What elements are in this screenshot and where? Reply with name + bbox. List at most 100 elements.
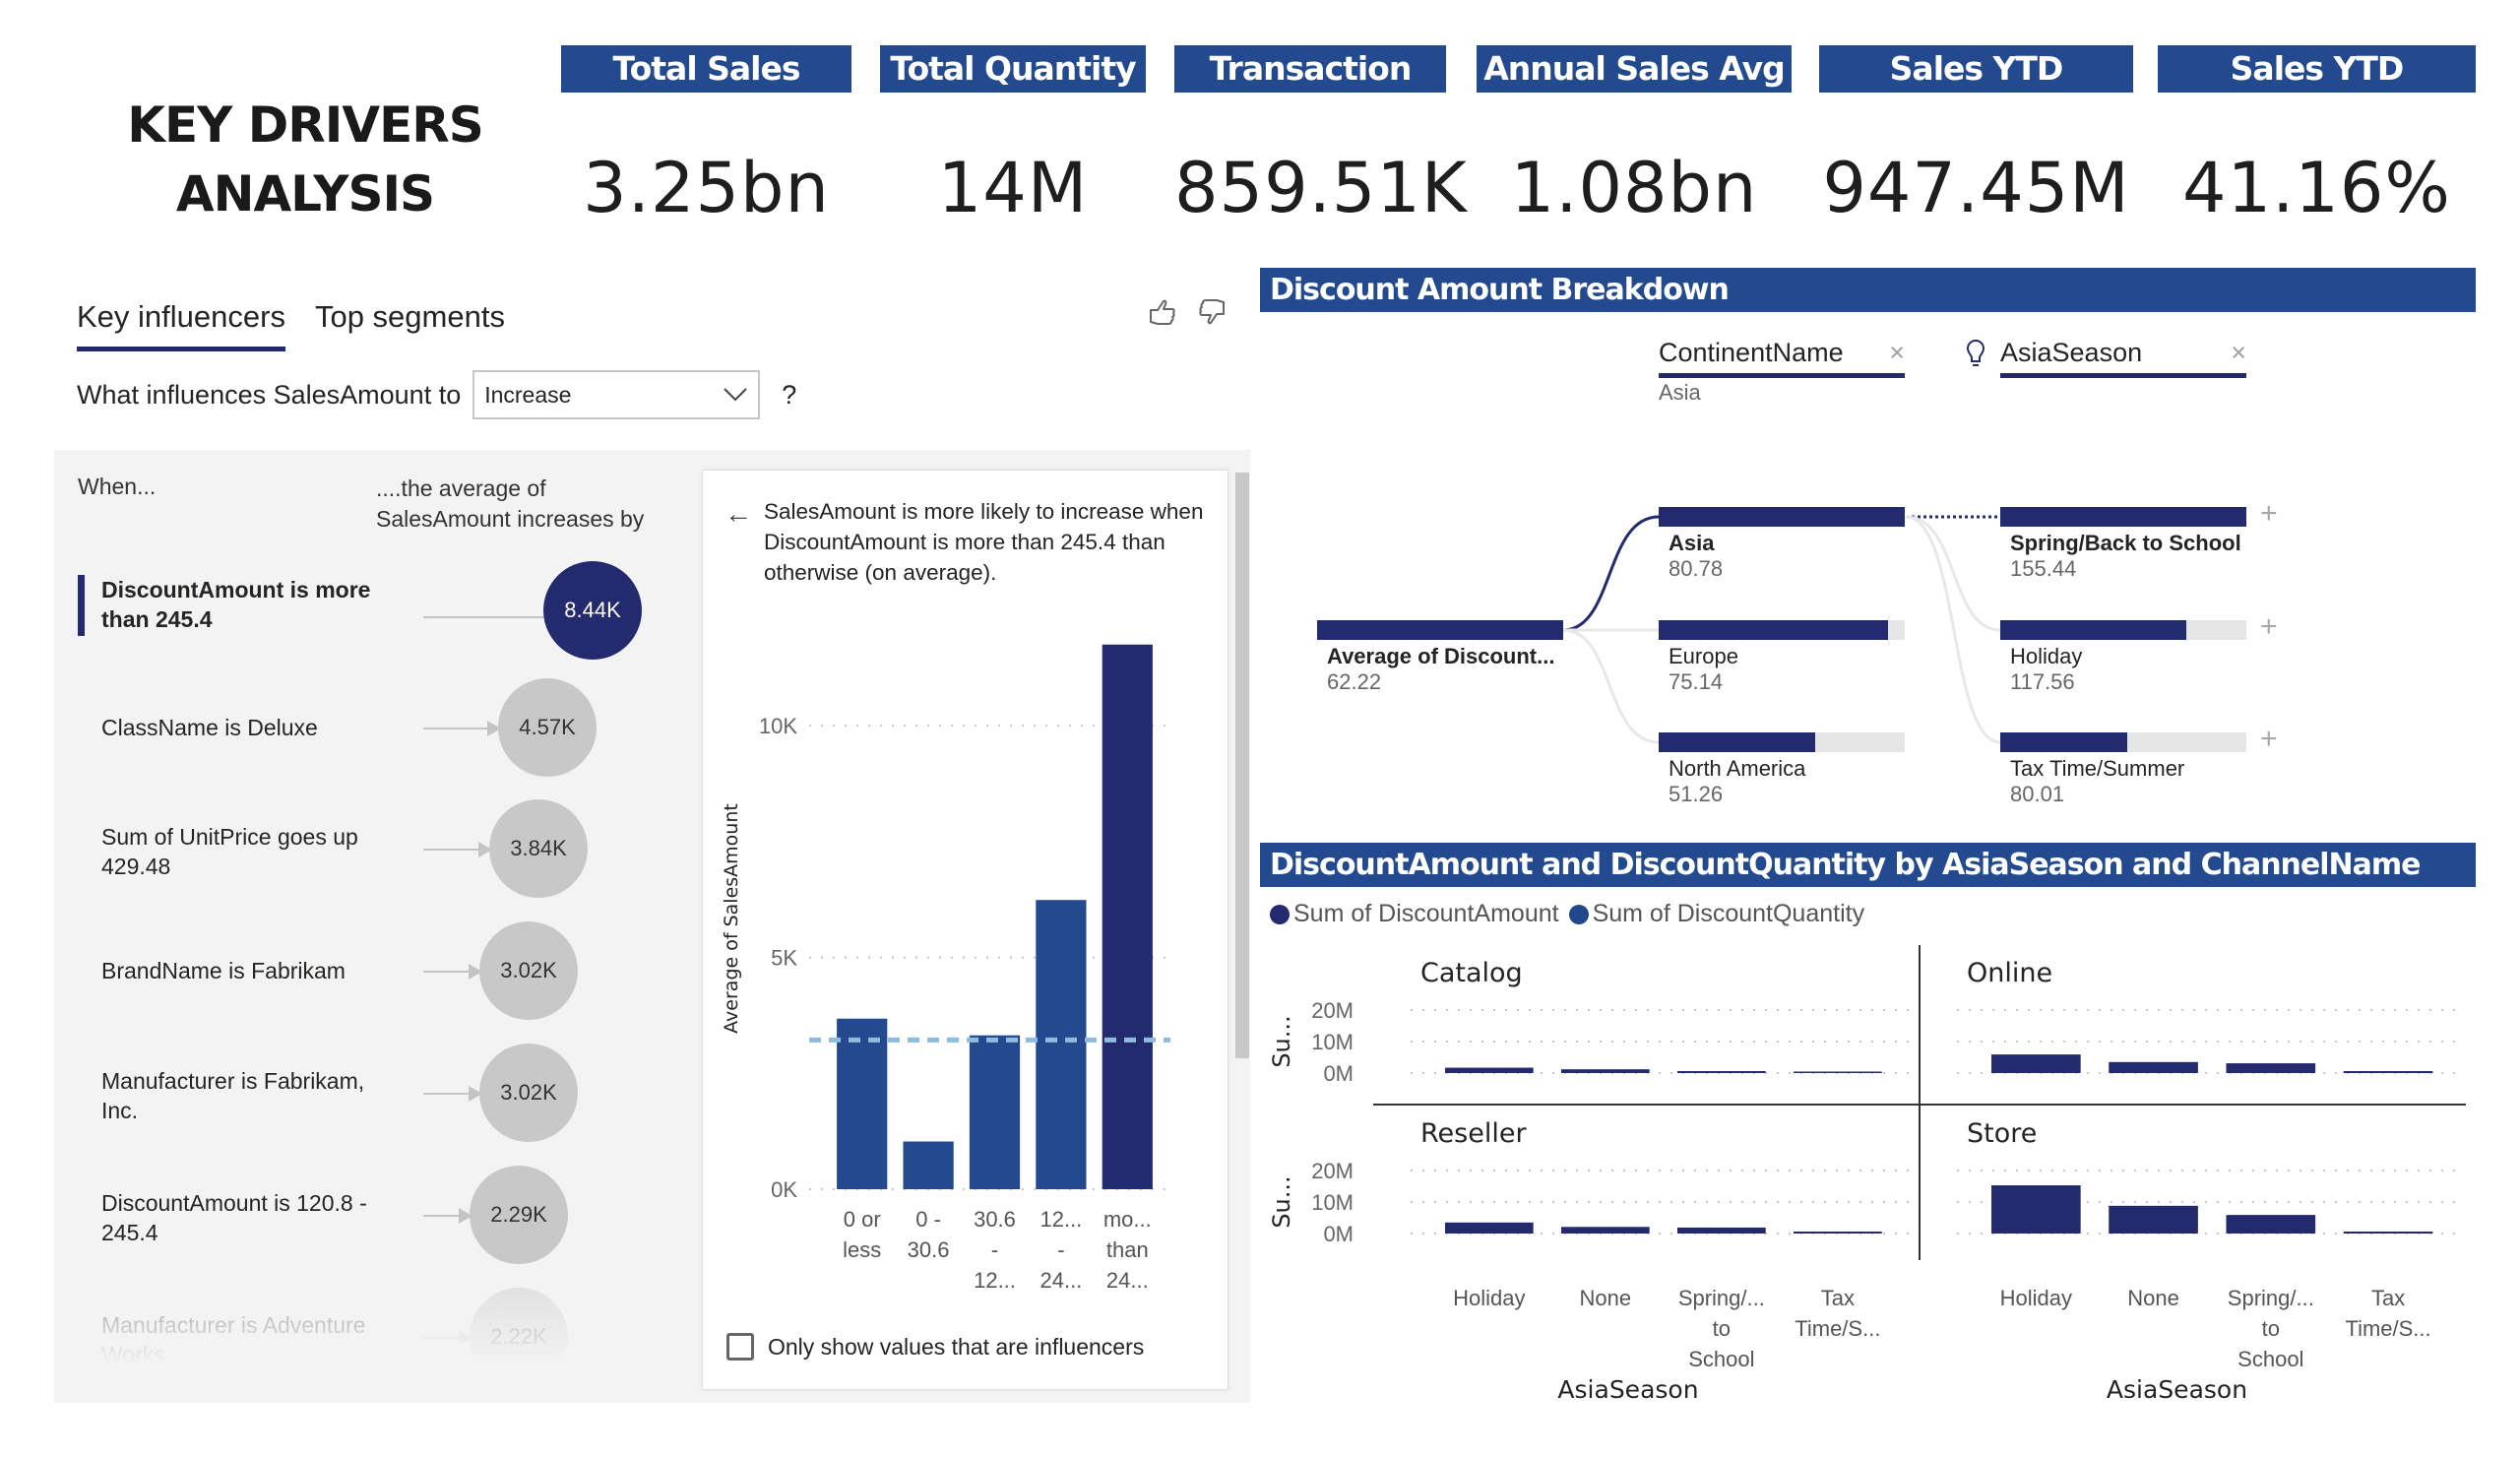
bar [1677, 1227, 1766, 1234]
selection-indicator [78, 575, 85, 636]
influencer-label: DiscountAmount is more than 245.4 [101, 577, 371, 632]
node-label: Spring/Back to School [2010, 531, 2241, 555]
influencer-row[interactable]: ClassName is Deluxe 4.57K [54, 671, 704, 790]
kpi-card-sales-ytd-pct: Sales YTD 41.16% [2158, 45, 2476, 228]
influencer-label: BrandName is Fabrikam [101, 958, 346, 983]
y-tick-label: 20M [1311, 1159, 1354, 1183]
field-label: AsiaSeason [2000, 338, 2143, 367]
close-icon[interactable]: × [2231, 338, 2246, 367]
kpi-value: 947.45M [1822, 148, 2130, 228]
column-header-when: When... [78, 474, 157, 499]
node-value: 155.44 [2010, 556, 2077, 581]
bar [1794, 1071, 1882, 1073]
legend-item[interactable]: Sum of DiscountQuantity [1568, 900, 1864, 928]
y-tick-label: 0M [1323, 1061, 1354, 1086]
influence-bubble: 3.84K [489, 799, 588, 898]
kpi-value: 41.16% [2182, 148, 2451, 228]
influencer-row[interactable]: DiscountAmount is 120.8 - 245.4 2.29K [54, 1159, 704, 1277]
node-bar [1659, 732, 1815, 752]
x-tick-label: less [843, 1237, 881, 1262]
connector-asia-tax [1905, 515, 2001, 744]
increase-dropdown[interactable]: Increase [472, 370, 761, 419]
thumbs-down-icon[interactable] [1194, 295, 1228, 329]
node-bar [1317, 620, 1563, 640]
influencer-row[interactable]: Manufacturer is Fabrikam, Inc. 3.02K [54, 1037, 704, 1155]
node-bar [1659, 620, 1888, 640]
node-label: Holiday [2010, 644, 2083, 668]
bar [837, 1018, 888, 1189]
influencer-row[interactable]: DiscountAmount is more than 245.4 8.44K [54, 553, 704, 671]
small-multiples-chart: Catalog 0M 10M 20M Su... Online Reseller 0M 10M 2… [1268, 945, 2466, 1404]
tab-key-influencers[interactable]: Key influencers [77, 293, 285, 351]
kpi-card-total-sales: Total Sales 3.25bn [561, 45, 851, 228]
bar [969, 1035, 1021, 1189]
scrollbar[interactable] [1235, 473, 1249, 1058]
tab-top-segments[interactable]: Top segments [314, 299, 505, 334]
legend-dot-icon [1568, 904, 1589, 924]
arrow-icon [423, 721, 501, 736]
dropdown-value: Increase [484, 381, 572, 408]
bar [2226, 1063, 2316, 1073]
field-asia-season[interactable]: AsiaSeason × [2000, 333, 2246, 378]
small-multiples-title: DiscountAmount and DiscountQuantity by A… [1260, 843, 2476, 887]
bar [2226, 1215, 2316, 1234]
y-axis-title: Su... [1268, 1015, 1295, 1067]
bar [2109, 1061, 2198, 1073]
connector-root-asia [1562, 515, 1660, 632]
expand-plus-icon[interactable]: + [2260, 723, 2278, 755]
question-mark: ? [782, 379, 797, 410]
feedback-buttons [1147, 295, 1228, 329]
legend-item[interactable]: Sum of DiscountAmount [1270, 900, 1559, 928]
node-bar [1659, 507, 1905, 527]
arrow-icon [423, 842, 492, 857]
x-tick-label: 12... [974, 1268, 1016, 1293]
node-bar [2000, 732, 2127, 752]
bar [2343, 1071, 2433, 1073]
only-influencers-checkbox[interactable]: Only show values that are influencers [726, 1333, 1144, 1361]
influence-bubble: 2.29K [470, 1166, 568, 1264]
kpi-label: Total Sales [561, 45, 851, 93]
x-tick-label: Time/S... [1795, 1316, 1880, 1341]
arrow-left-icon[interactable]: ← [724, 498, 752, 529]
node-bar [2000, 507, 2246, 527]
x-tick-label: None [2127, 1286, 2179, 1310]
decomposition-title: Discount Amount Breakdown [1260, 268, 2476, 312]
checkbox[interactable] [726, 1333, 754, 1361]
arrow-icon [423, 1086, 482, 1102]
close-icon[interactable]: × [1889, 338, 1905, 367]
influencer-label: Sum of UnitPrice goes up 429.48 [101, 824, 358, 879]
y-axis-title: Su... [1268, 1175, 1295, 1228]
kpi-value: 3.25bn [583, 148, 830, 228]
influence-bubble: 4.57K [498, 678, 597, 777]
bar [1991, 1185, 2081, 1234]
x-tick-label: School [1688, 1347, 1754, 1371]
field-continent-name[interactable]: ContinentName × [1659, 333, 1905, 378]
x-tick-label: 30.6 [974, 1207, 1016, 1232]
bar [1794, 1232, 1882, 1234]
influencer-row[interactable]: BrandName is Fabrikam 3.02K [54, 915, 704, 1033]
bar [1445, 1222, 1534, 1234]
legend-label: Sum of DiscountAmount [1293, 900, 1559, 927]
kpi-value: 859.51K [1174, 148, 1468, 228]
kpi-label: Annual Sales Avg [1477, 45, 1792, 93]
bar [1561, 1069, 1650, 1073]
y-tick-label: 10K [759, 714, 797, 738]
thumbs-up-icon[interactable] [1147, 295, 1180, 329]
expand-plus-icon[interactable]: + [2260, 497, 2278, 530]
node-label: Tax Time/Summer [2010, 756, 2185, 781]
node-value: 80.01 [2010, 782, 2065, 806]
y-tick-label: 0M [1323, 1222, 1354, 1246]
node-label: Average of Discount... [1327, 644, 1555, 668]
influencer-row[interactable]: Sum of UnitPrice goes up 429.48 3.84K [54, 792, 704, 911]
field-label: ContinentName [1659, 338, 1844, 367]
bar [1561, 1227, 1650, 1234]
x-tick-label: - [991, 1237, 998, 1262]
x-axis-title: AsiaSeason [1557, 1375, 1698, 1404]
page-title: KEY DRIVERS ANALYSIS [127, 96, 484, 222]
expand-plus-icon[interactable]: + [2260, 610, 2278, 643]
bar [1677, 1071, 1766, 1073]
checkbox-label: Only show values that are influencers [768, 1333, 1145, 1360]
panel-title: Store [1967, 1118, 2037, 1149]
node-label: North America [1669, 756, 1806, 781]
influence-bubble: 8.44K [543, 561, 642, 660]
